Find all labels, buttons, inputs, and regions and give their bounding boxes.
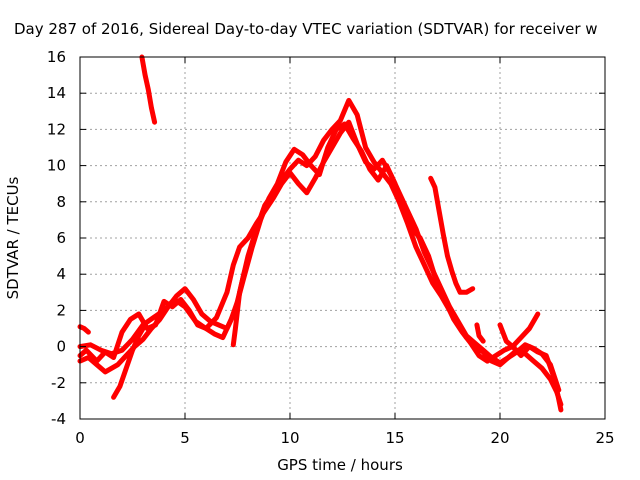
series-line-track-6 [77,324,91,335]
series-line-track-9 [230,257,251,348]
series-line-track-4 [111,322,148,400]
y-tick-label: 4 [56,265,66,283]
grid [80,57,605,419]
series-line-track-10 [474,322,486,344]
series-line-track-2 [77,97,564,407]
y-axis-label: SDTVAR / TECUs [4,176,22,299]
x-tick-label: 5 [180,429,190,447]
x-tick-label: 15 [385,429,404,447]
x-axis-label: GPS time / hours [277,456,403,474]
series-line-track-3 [77,119,562,393]
y-tick-label: 6 [56,229,66,247]
y-tick-label: 10 [47,157,66,175]
y-tick-label: 2 [56,301,66,319]
x-tick-label: 10 [280,429,299,447]
y-tick-label: 14 [47,84,66,102]
y-tick-label: -4 [51,410,66,428]
y-tick-label: 12 [47,120,66,138]
series-line-track-8 [497,311,541,350]
series-line-track-5 [139,54,158,125]
y-ticks: -4 -2 0 2 4 6 8 10 12 14 16 [47,48,605,428]
chart-title: Day 287 of 2016, Sidereal Day-to-day VTE… [14,20,598,38]
x-tick-label: 0 [75,429,85,447]
series-line-track-7 [428,175,476,295]
x-tick-label: 25 [595,429,614,447]
y-tick-label: 0 [56,338,66,356]
y-tick-label: 16 [47,48,66,66]
series-group [77,54,564,413]
y-tick-label: -2 [51,374,66,392]
y-tick-label: 8 [56,193,66,211]
x-tick-label: 20 [490,429,509,447]
x-ticks: 0 5 10 15 20 25 [75,57,615,447]
